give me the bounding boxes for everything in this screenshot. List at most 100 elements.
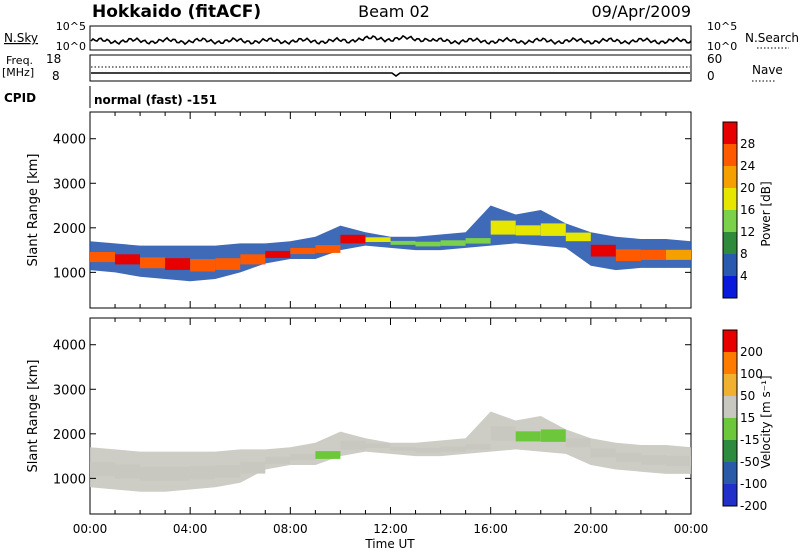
power-echo-cell bbox=[440, 240, 466, 246]
velocity-colorbar-label: Velocity [m s⁻¹] bbox=[759, 375, 773, 468]
power-echo-cell bbox=[415, 241, 441, 247]
power-echo-cell bbox=[615, 249, 641, 261]
velocity-echo-cell bbox=[140, 466, 166, 481]
freq-tick-top: 18 bbox=[46, 52, 61, 66]
nsky-label: N.Sky bbox=[4, 31, 38, 45]
date-title: 09/Apr/2009 bbox=[591, 2, 691, 21]
power-echo-cell bbox=[215, 258, 241, 270]
velocity-echo-envelope bbox=[90, 411, 691, 492]
velocity-colorbar-tick: -15 bbox=[740, 433, 760, 447]
velocity-echo-region bbox=[90, 411, 691, 492]
power-echo-cell bbox=[315, 245, 341, 253]
nave-tick-bottom: 0 bbox=[707, 69, 715, 83]
power-ytick-label: 3000 bbox=[53, 177, 86, 192]
power-colorbar-swatch bbox=[723, 210, 737, 232]
velocity-y-axis: 1000 2000 3000 4000 bbox=[53, 339, 691, 487]
power-echo-cell bbox=[490, 220, 516, 235]
time-tick-label: 12:00 bbox=[373, 522, 408, 536]
velocity-echo-cell bbox=[390, 446, 416, 451]
time-tick-label: 00:00 bbox=[674, 522, 709, 536]
power-colorbar-swatch bbox=[723, 122, 737, 144]
velocity-echo-cell bbox=[465, 444, 491, 450]
velocity-ytick-label: 1000 bbox=[53, 472, 86, 487]
nsky-trace bbox=[90, 34, 692, 46]
velocity-ytick-label: 4000 bbox=[53, 339, 86, 354]
velocity-colorbar-swatch bbox=[723, 440, 737, 462]
time-tick-label: 04:00 bbox=[173, 522, 208, 536]
power-echo-cell bbox=[666, 249, 691, 260]
power-x-axis bbox=[89, 112, 692, 308]
velocity-colorbar-tick: 50 bbox=[740, 389, 755, 403]
power-echo-cell bbox=[140, 257, 166, 269]
freq-tick-bottom: 8 bbox=[52, 69, 60, 83]
velocity-echo-cell bbox=[490, 426, 516, 441]
velocity-echo-cell bbox=[565, 438, 591, 448]
velocity-colorbar-tick: 200 bbox=[740, 345, 763, 359]
power-echo-cell bbox=[165, 258, 191, 270]
velocity-echo-cell bbox=[315, 451, 341, 459]
power-colorbar-tick: 24 bbox=[740, 159, 755, 173]
velocity-colorbar-tick: -200 bbox=[740, 499, 767, 513]
nave-tick-top: 60 bbox=[707, 52, 722, 66]
velocity-echo-cell bbox=[290, 453, 316, 461]
power-echo-cell bbox=[265, 250, 291, 258]
power-colorbar-swatch bbox=[723, 276, 737, 298]
velocity-panel: 1000 2000 3000 4000 00:00 04:00 08:00 12:00 16:… bbox=[26, 317, 709, 551]
cpid-panel: CPID normal (fast) -151 bbox=[4, 86, 217, 108]
nsearch-tick-top: 10^5 bbox=[707, 20, 737, 33]
velocity-colorbar-tick: 100 bbox=[740, 367, 763, 381]
power-colorbar-tick: 28 bbox=[740, 137, 755, 151]
nsky-tick-bottom: 10^0 bbox=[56, 40, 86, 53]
nsky-panel: N.Sky 10^5 10^0 N.Search 10^5 10^0 bbox=[4, 20, 799, 53]
power-ytick-label: 4000 bbox=[53, 133, 86, 148]
velocity-colorbar-swatch bbox=[723, 396, 737, 418]
velocity-ytick-label: 3000 bbox=[53, 383, 86, 398]
power-colorbar-swatch bbox=[723, 144, 737, 166]
velocity-echo-cell bbox=[215, 465, 241, 478]
velocity-echo-cell bbox=[666, 455, 691, 466]
time-tick-label: 00:00 bbox=[73, 522, 108, 536]
freq-panel: Freq. [MHz] 18 8 60 0 Nave bbox=[2, 52, 783, 83]
power-echo-cell bbox=[515, 225, 541, 236]
velocity-echo-cell bbox=[515, 431, 541, 442]
velocity-echo-cell bbox=[115, 464, 140, 479]
velocity-colorbar-swatch bbox=[723, 330, 737, 352]
velocity-echo-cell bbox=[340, 440, 366, 450]
power-colorbar: 4 8 12 16 20 24 28 bbox=[722, 121, 755, 299]
power-echo-cell bbox=[290, 247, 316, 255]
velocity-echo-cell bbox=[440, 446, 466, 452]
velocity-echo-cell bbox=[265, 456, 291, 464]
power-colorbar-label: Power [dB] bbox=[759, 181, 773, 246]
power-colorbar-tick: 12 bbox=[740, 225, 755, 239]
velocity-echo-cell bbox=[365, 443, 391, 448]
time-tick-label: 16:00 bbox=[473, 522, 508, 536]
power-colorbar-swatch bbox=[723, 188, 737, 210]
power-echo-cell bbox=[540, 223, 566, 236]
velocity-colorbar-swatch bbox=[723, 462, 737, 484]
nsearch-label: N.Search bbox=[745, 31, 799, 45]
velocity-colorbar-tick: 15 bbox=[740, 411, 755, 425]
power-echo-cell bbox=[365, 237, 391, 242]
cpid-text: normal (fast) -151 bbox=[94, 93, 217, 107]
power-ytick-label: 2000 bbox=[53, 222, 86, 237]
power-echo-cell bbox=[465, 238, 491, 244]
station-title: Hokkaido (fitACF) bbox=[92, 2, 261, 22]
power-echo-cell bbox=[190, 259, 216, 272]
nave-label: Nave bbox=[752, 63, 783, 77]
velocity-echo-cell bbox=[590, 448, 616, 458]
power-echo-cell bbox=[640, 249, 666, 260]
velocity-ytick-label: 2000 bbox=[53, 428, 86, 443]
velocity-echo-cell bbox=[615, 452, 641, 463]
power-colorbar-tick: 4 bbox=[740, 269, 748, 283]
time-tick-label: 08:00 bbox=[273, 522, 308, 536]
power-echo-cell bbox=[240, 254, 266, 265]
velocity-echo-cell bbox=[415, 447, 441, 453]
freq-trace bbox=[91, 72, 690, 77]
velocity-echo-cell bbox=[640, 455, 666, 465]
beam-title: Beam 02 bbox=[358, 2, 430, 21]
time-tick-label: 20:00 bbox=[574, 522, 609, 536]
power-echo-region bbox=[90, 205, 691, 282]
freq-units: [MHz] bbox=[2, 66, 34, 79]
cpid-label: CPID bbox=[4, 91, 36, 105]
velocity-colorbar-swatch bbox=[723, 484, 737, 506]
